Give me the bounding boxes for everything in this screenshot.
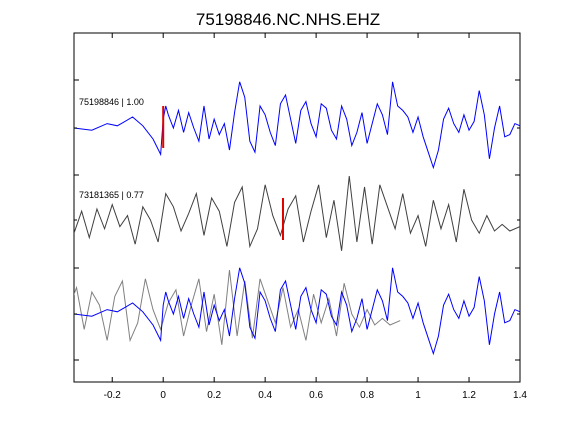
trace-label-1: 75198846 | 1.00 [79,97,144,107]
trace-label-2: 73181365 | 0.77 [79,190,144,200]
waveform-trace-2 [74,175,520,251]
x-tick-label: 1.4 [513,390,527,401]
x-tick-label: 0.2 [207,390,221,401]
overlay-trace-1 [74,267,520,356]
x-tick-label: 0.6 [309,390,323,401]
x-tick-label: 0.8 [360,390,374,401]
x-tick-label: 0.4 [258,390,272,401]
chart-title: 75198846.NC.NHS.EHZ [196,10,380,29]
x-tick-label: 1.2 [462,390,476,401]
traces-layer [74,81,520,356]
x-tick-label: 0 [160,390,166,401]
waveform-trace-1 [74,81,520,170]
x-tick-label: 1 [415,390,421,401]
plot-area-frame [73,32,521,383]
overlay-trace-2 [74,269,401,345]
ticks-layer: -0.2 0 0.2 0.4 0.6 0.8 1 1.2 1.4 [74,33,527,401]
x-tick-label: -0.2 [104,390,122,401]
